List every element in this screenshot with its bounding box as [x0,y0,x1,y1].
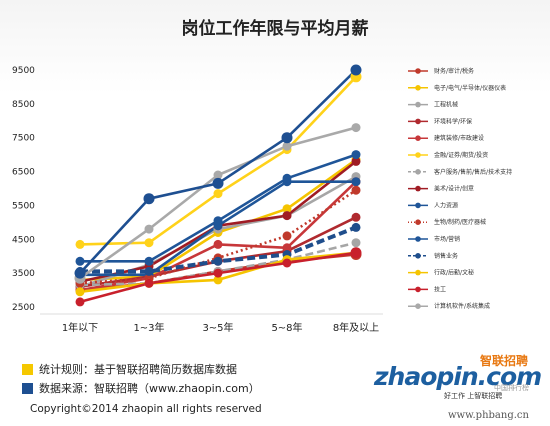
data-point [282,173,292,183]
legend-label: 工程机械 [434,101,458,109]
legend-label: 客户服务/售前/售后/技术支持 [434,168,512,176]
legend-label: 电子/电气/半导体/仪器仪表 [434,84,506,92]
legend-label: 美术/设计/创意 [434,185,474,193]
stat-rule-text: 统计规则：基于智联招聘简历数据库数据 [39,363,237,376]
logo-slogan: 好工作 上智联招聘 [444,392,503,400]
data-point [282,204,292,214]
x-tick-label: 5~8年 [271,321,302,334]
x-tick-label: 3~5年 [202,321,233,334]
data-point [350,247,362,259]
copyright: Copyright©2014 zhaopin all rights reserv… [30,403,262,415]
data-point [74,267,86,279]
legend-marker [415,269,421,276]
legend-label: 计算机软件/系统集成 [434,302,490,310]
data-point [75,239,85,249]
y-tick-label: 2500 [12,303,35,313]
data-point [351,150,361,160]
data-point [213,170,223,180]
logo-text: zhaopin.com [374,362,542,391]
legend-marker [415,169,421,175]
data-point [350,64,362,76]
data-point [351,238,361,248]
legend-marker [415,219,421,225]
x-tick-label: 8年及以上 [333,321,379,334]
legend-marker [415,253,421,259]
data-point [213,216,223,226]
legend-label: 技工 [434,285,446,293]
data-point [144,238,154,248]
watermark-url: www.phbang.cn [448,410,529,421]
y-tick-label: 3500 [12,269,35,279]
legend-label: 环境科学/环保 [434,117,472,125]
data-point [351,123,361,133]
legend-marker [415,118,421,125]
y-tick-label: 6500 [12,168,35,178]
data-point [282,243,292,253]
legend-label: 生物/制药/医疗器械 [434,218,486,226]
data-point [75,297,85,307]
data-point [282,141,292,151]
y-tick-label: 8500 [12,100,35,110]
legend-label: 行政/后勤/文秘 [434,269,474,277]
logo-brand: 智联招聘 [480,354,529,368]
data-point [351,212,361,222]
data-point [144,278,154,288]
data-point [213,239,223,249]
legend-marker [415,152,421,158]
y-tick-label: 7500 [12,134,35,144]
x-tick-label: 1~3年 [133,321,164,334]
y-tick-label: 9500 [12,66,35,76]
legend-label: 人力资源 [434,201,458,209]
data-point [213,256,223,266]
data-point [213,275,223,285]
data-source-note: 数据来源：智联招聘（www.zhaopin.com） [22,380,260,396]
y-tick-label: 4500 [12,235,35,245]
legend-marker [415,68,421,74]
data-point [143,193,155,205]
legend-label: 财务/审计/税务 [434,67,474,75]
legend-label: 建筑装修/市政建设 [434,134,484,142]
data-point [282,231,292,241]
data-point [281,132,293,144]
legend-label: 金融/证券/期货/投资 [434,151,488,159]
data-point [212,177,224,189]
yellow-square-icon [22,363,33,375]
blue-square-icon [22,382,33,394]
watermark-badge: 中国排行榜 [494,384,529,392]
data-point [213,268,223,278]
stat-rule-note: 统计规则：基于智联招聘简历数据库数据 [22,361,237,377]
data-point [144,266,154,276]
data-point [75,287,85,297]
data-point [282,211,292,221]
legend-marker [415,85,421,91]
legend-marker [415,286,421,293]
legend-marker [415,202,421,209]
chart-title: 岗位工作年限与平均月薪 [181,19,369,39]
legend-marker [415,135,421,141]
legend-label: 销售业务 [434,252,458,260]
data-point [282,258,292,268]
legend-marker [415,236,421,242]
data-point [351,156,361,166]
legend-label: 市场/营销 [434,235,460,243]
x-tick-label: 1年以下 [62,321,98,334]
data-source-text: 数据来源：智联招聘（www.zhaopin.com） [39,382,260,395]
data-point [351,185,361,195]
data-point [144,256,154,266]
legend-marker [415,101,421,108]
data-point [75,256,85,266]
zhaopin-logo: zhaopin.com 智联招聘 好工作 上智联招聘 中国排行榜 [372,350,542,408]
data-point [351,222,361,232]
data-point [351,177,361,187]
legend-marker [415,303,421,310]
data-point [144,224,154,234]
data-point [213,189,223,199]
legend-marker [415,185,421,192]
y-tick-label: 5500 [12,201,35,211]
